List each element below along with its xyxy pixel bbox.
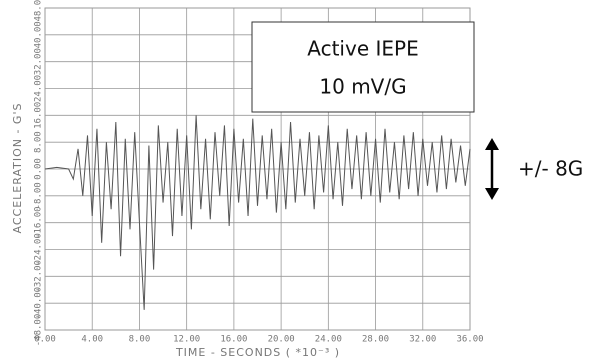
y-tick-label: -24.00 (34, 233, 44, 266)
annotation: Active IEPE (307, 37, 418, 61)
x-tick-label: 12.00 (173, 335, 200, 345)
double-arrow (485, 138, 499, 200)
x-tick-label: 32.00 (409, 335, 436, 345)
y-tick-label: 48.00 (34, 0, 44, 22)
y-tick-label: 40.00 (34, 21, 44, 48)
y-axis-label: ACCELERATION - G'S (11, 103, 24, 234)
y-tick-label: 0.00 (34, 158, 44, 180)
y-tick-label: -32.00 (34, 260, 44, 293)
annotation: 10 mV/G (319, 75, 406, 99)
y-tick-label: -16.00 (34, 206, 44, 239)
y-tick-label: 24.00 (34, 75, 44, 102)
x-tick-label: 4.00 (81, 335, 103, 345)
y-tick-label: -48.00 (34, 314, 44, 347)
annotation-box (251, 21, 475, 113)
annotation: +/- 8G (518, 157, 583, 181)
x-axis-label: TIME - SECONDS ( *10⁻³ ) (175, 346, 340, 359)
y-tick-label: 8.00 (34, 131, 44, 153)
x-tick-label: 0.00 (34, 335, 56, 345)
y-tick-label: -40.00 (34, 287, 44, 320)
x-tick-label: 8.00 (129, 335, 151, 345)
y-tick-label: 32.00 (34, 48, 44, 75)
x-tick-label: 36.00 (456, 335, 483, 345)
y-tick-label: 16.00 (34, 102, 44, 129)
x-tick-label: 16.00 (220, 335, 247, 345)
y-tick-label: -8.00 (34, 182, 44, 209)
x-tick-label: 24.00 (315, 335, 342, 345)
signal-line (44, 115, 471, 310)
x-tick-label: 28.00 (362, 335, 389, 345)
x-tick-label: 20.00 (268, 335, 295, 345)
